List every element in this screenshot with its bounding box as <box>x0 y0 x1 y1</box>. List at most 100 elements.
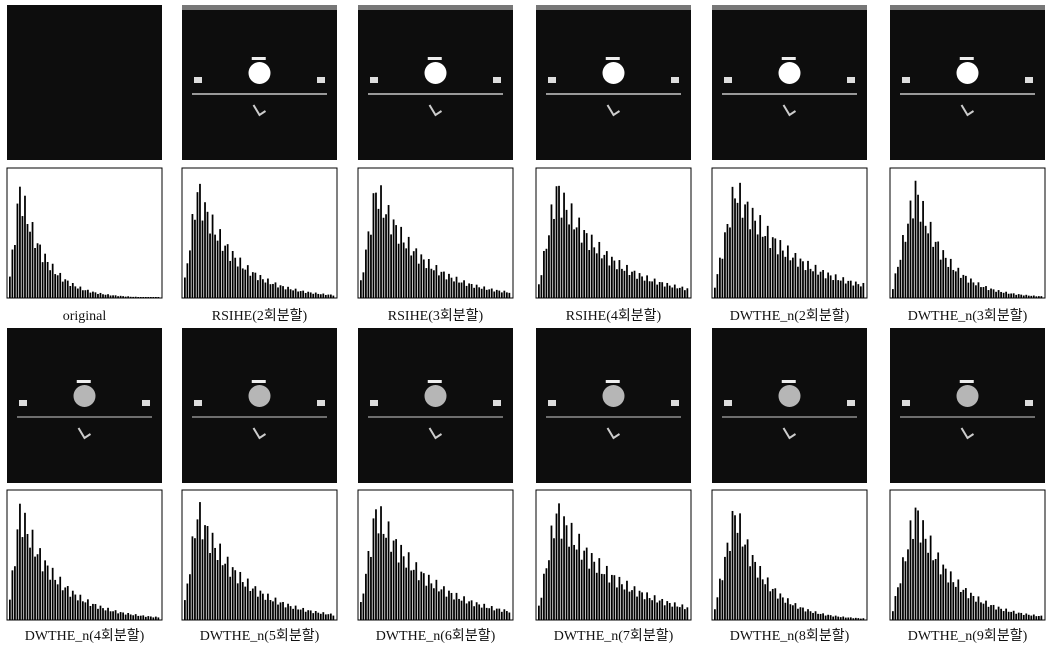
histogram-bar <box>360 602 362 620</box>
histogram-bar <box>927 233 929 298</box>
histogram-bar <box>219 229 221 298</box>
histogram-bar <box>766 225 769 298</box>
image-detail <box>317 77 325 83</box>
histogram-bar <box>272 601 274 620</box>
histogram-bar <box>84 290 87 298</box>
histogram-bar <box>543 250 545 298</box>
histogram-bar <box>563 516 565 620</box>
histogram-bar <box>92 291 94 298</box>
image-detail <box>959 380 974 383</box>
histogram-bar <box>837 280 840 298</box>
histogram-bar <box>453 599 455 620</box>
image-detail <box>602 62 625 84</box>
image-detail <box>712 5 867 10</box>
histogram-bar <box>623 589 626 620</box>
image-detail <box>192 93 327 95</box>
histogram-bar <box>307 291 310 298</box>
histogram-bar <box>66 280 69 298</box>
histogram-bar <box>292 608 294 620</box>
histogram-bar <box>952 269 955 298</box>
histogram-bar <box>410 255 413 298</box>
histogram-bar <box>329 294 332 298</box>
panel: original <box>6 5 163 324</box>
histogram-bar <box>443 271 445 298</box>
histogram-bar <box>924 225 927 298</box>
histogram-bar <box>719 257 721 298</box>
histogram-bar <box>224 563 227 620</box>
histogram-bar <box>631 590 633 620</box>
histogram-bar <box>626 264 628 298</box>
histogram-bar <box>638 590 641 620</box>
histogram-bar <box>246 578 249 620</box>
histogram-bar <box>279 602 282 620</box>
histogram-bar <box>49 270 52 298</box>
histogram-bar <box>844 617 847 620</box>
histogram-bar <box>194 219 196 298</box>
histogram-bar <box>937 552 940 620</box>
histogram-bar <box>1015 613 1018 620</box>
histogram-bar <box>892 611 894 620</box>
histogram-bar <box>473 606 476 620</box>
panel: DWTHE_n(4회분할) <box>6 328 163 644</box>
histogram-bar <box>618 576 621 620</box>
histogram-bar <box>819 271 822 298</box>
histogram-bar <box>382 217 385 298</box>
histogram-bar <box>555 186 558 298</box>
image-detail <box>251 380 266 383</box>
histogram-bar <box>776 254 779 298</box>
histogram-bar <box>402 556 405 620</box>
histogram-bar <box>721 580 724 620</box>
histogram-bar <box>79 594 82 620</box>
histogram-bar <box>799 607 802 620</box>
histogram-bar <box>844 283 847 298</box>
histogram-bar <box>66 586 69 620</box>
histogram-bar <box>558 185 560 298</box>
histogram-bar <box>982 603 985 620</box>
image-detail <box>248 385 271 407</box>
histogram-bar <box>362 272 365 298</box>
histogram-bar <box>1005 608 1008 620</box>
histogram-bar <box>673 602 676 620</box>
histogram-bar <box>264 282 267 298</box>
histogram-bar <box>264 599 267 620</box>
histogram-bar <box>41 571 44 620</box>
histogram-bar <box>917 194 919 298</box>
histogram-bar <box>39 548 41 620</box>
histogram-bar <box>897 266 899 298</box>
histogram-bar <box>598 558 601 620</box>
histogram-bar <box>894 273 897 298</box>
image-detail <box>368 93 503 95</box>
histogram-bar <box>570 522 573 620</box>
histogram-bar <box>267 593 269 620</box>
histogram-bar <box>631 271 633 298</box>
histogram-bar <box>262 279 264 298</box>
histogram-bar <box>89 292 92 298</box>
histogram-bar <box>144 616 147 620</box>
histogram-bar <box>686 288 689 298</box>
histogram-bar <box>56 584 59 620</box>
caption: RSIHE(3회분할) <box>388 308 484 324</box>
histogram-bar <box>1005 291 1008 298</box>
histogram-bar <box>683 609 686 620</box>
histogram-bar <box>54 274 57 298</box>
histogram-bar <box>1022 295 1025 298</box>
histogram-bar <box>104 610 107 620</box>
histogram-bar <box>967 598 970 620</box>
histogram-bar <box>19 186 21 298</box>
histogram-bar <box>377 208 380 298</box>
histogram-bar <box>827 272 830 298</box>
histogram-bar <box>69 286 72 298</box>
histogram-bar <box>663 605 666 620</box>
histogram-bar <box>395 225 397 298</box>
image-detail <box>427 380 442 383</box>
histogram-bar <box>297 291 300 298</box>
histogram-bar <box>129 614 132 620</box>
caption: original <box>63 309 107 324</box>
histogram-bar <box>964 275 967 298</box>
histogram-bar <box>802 261 804 298</box>
histogram-bar <box>899 583 902 620</box>
histogram-bar <box>438 591 440 620</box>
histogram-bar <box>64 279 67 298</box>
histogram-bar <box>842 616 845 620</box>
histogram-bar <box>84 602 87 620</box>
